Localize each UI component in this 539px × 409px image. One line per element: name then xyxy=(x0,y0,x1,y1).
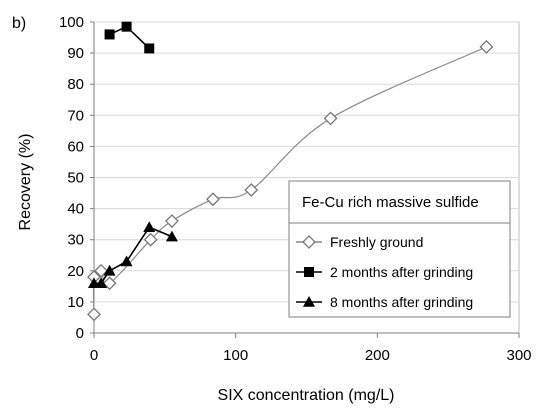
x-tick-label: 200 xyxy=(365,347,390,364)
tick-labels: 0 10 20 30 40 50 60 70 80 90 100 0 100 200 300 xyxy=(59,14,532,364)
legend: Fe-Cu rich massive sulfide Freshly groun… xyxy=(288,180,511,318)
data-point xyxy=(95,277,108,289)
data-point xyxy=(323,111,338,126)
x-axis-label: SIX concentration (mg/L) xyxy=(218,387,395,404)
data-point xyxy=(94,263,109,278)
legend-label: Freshly ground xyxy=(330,234,423,250)
data-point xyxy=(87,307,101,322)
legend-label: 2 months after grinding xyxy=(330,264,473,280)
data-point xyxy=(164,214,179,228)
y-tick-label: 40 xyxy=(67,201,84,218)
y-tick-label: 50 xyxy=(67,170,84,187)
data-point xyxy=(120,255,133,267)
data-point xyxy=(104,29,115,40)
y-tick-label: 20 xyxy=(67,263,84,280)
y-tick-label: 80 xyxy=(67,76,84,93)
data-point xyxy=(103,264,116,276)
x-tick-label: 0 xyxy=(90,347,98,364)
data-point xyxy=(165,230,178,242)
y-axis-label: Recovery (%) xyxy=(17,134,34,231)
legend-entries: Freshly ground 2 months after grinding 8 m… xyxy=(296,234,473,310)
y-tick-label: 60 xyxy=(67,138,84,155)
legend-box xyxy=(288,180,511,318)
data-point xyxy=(479,39,494,54)
y-tick-label: 0 xyxy=(76,325,84,342)
panel-label: b) xyxy=(12,15,26,32)
legend-entry-freshly-ground: Freshly ground xyxy=(296,234,423,250)
data-point xyxy=(143,221,156,233)
legend-title: Fe-Cu rich massive sulfide xyxy=(302,194,479,211)
data-point xyxy=(121,21,132,32)
y-tick-label: 90 xyxy=(67,45,84,62)
series-2-months xyxy=(104,21,155,54)
x-tick-label: 100 xyxy=(223,347,248,364)
series-8-months xyxy=(88,221,178,289)
y-tick-label: 10 xyxy=(67,294,84,311)
y-tick-label: 70 xyxy=(67,107,84,124)
series-freshly-ground xyxy=(87,39,494,322)
y-tick-label: 30 xyxy=(67,232,84,249)
data-point xyxy=(144,43,155,54)
legend-label: 8 months after grinding xyxy=(330,294,473,310)
data-point xyxy=(244,183,259,197)
legend-marker xyxy=(302,235,316,249)
data-point xyxy=(206,192,220,207)
y-tick-label: 100 xyxy=(59,14,84,31)
legend-entry-8-months: 8 months after grinding xyxy=(296,294,473,310)
series-layer xyxy=(87,21,494,322)
data-point xyxy=(143,232,158,247)
legend-entry-2-months: 2 months after grinding xyxy=(296,264,473,280)
x-tick-label: 300 xyxy=(506,347,531,364)
legend-marker xyxy=(303,296,315,307)
legend-marker xyxy=(304,267,314,277)
data-point xyxy=(102,276,117,291)
